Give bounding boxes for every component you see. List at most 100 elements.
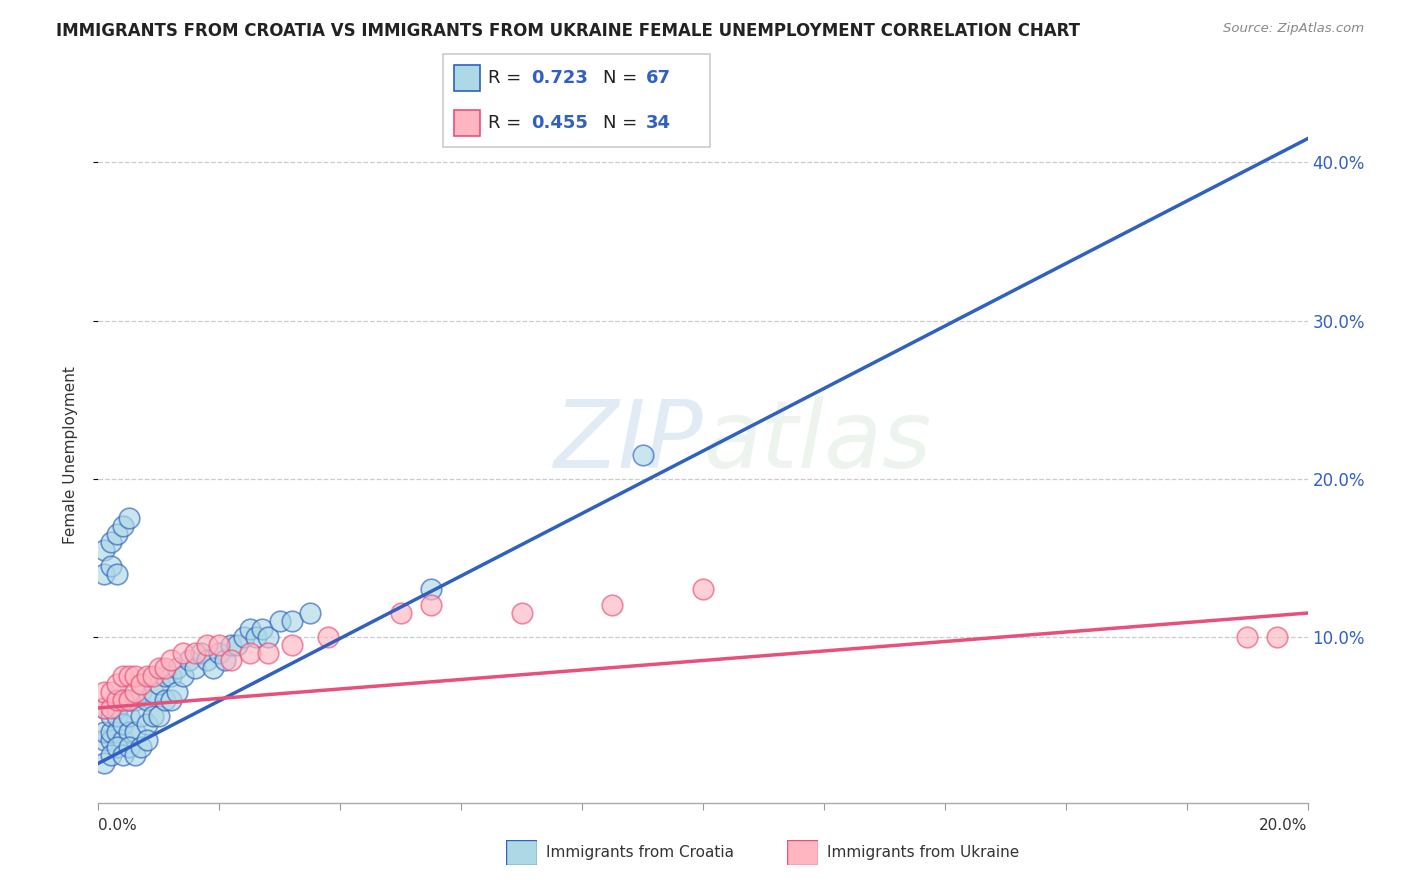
Point [105,708,128,723]
FancyBboxPatch shape [787,840,818,865]
Point [208,638,231,652]
Point [1267,630,1289,644]
Text: 67: 67 [645,69,671,87]
Point [153,669,176,683]
Text: 0.0%: 0.0% [98,818,138,832]
Point [232,630,254,644]
Point [100,732,122,747]
Point [118,740,141,755]
Point [93,724,115,739]
Point [105,701,128,715]
Point [245,630,267,644]
Point [129,708,152,723]
Point [111,693,134,707]
Point [166,685,188,699]
Point [256,630,278,644]
Point [93,756,115,771]
Text: atlas: atlas [703,395,931,486]
Point [239,646,262,660]
Point [100,701,122,715]
Point [148,677,170,691]
Point [118,693,141,707]
Point [118,693,141,707]
Point [111,748,134,763]
Text: R =: R = [488,114,527,132]
Text: 0.455: 0.455 [531,114,588,132]
Point [129,685,152,699]
Point [124,724,146,739]
Point [195,638,218,652]
Point [124,748,146,763]
Point [105,677,128,691]
Text: Immigrants from Croatia: Immigrants from Croatia [546,846,734,860]
Point [93,701,115,715]
Point [184,646,207,660]
Point [153,693,176,707]
Point [316,630,339,644]
Point [100,748,122,763]
Point [166,661,188,675]
Text: IMMIGRANTS FROM CROATIA VS IMMIGRANTS FROM UKRAINE FEMALE UNEMPLOYMENT CORRELATI: IMMIGRANTS FROM CROATIA VS IMMIGRANTS FR… [56,22,1080,40]
Point [105,527,128,541]
Point [184,661,207,675]
Point [111,716,134,731]
Point [135,732,157,747]
Point [100,685,122,699]
Point [142,669,165,683]
Point [179,653,201,667]
Point [129,740,152,755]
Point [221,653,243,667]
Text: Immigrants from Ukraine: Immigrants from Ukraine [827,846,1019,860]
Point [135,716,157,731]
Point [118,724,141,739]
Point [160,669,183,683]
Point [153,661,176,675]
Text: 34: 34 [645,114,671,132]
Point [105,740,128,755]
Point [111,519,134,533]
Point [160,693,183,707]
Point [420,598,443,612]
Point [250,622,273,636]
Point [239,622,262,636]
Point [93,542,115,557]
Point [281,638,304,652]
Point [111,732,134,747]
Point [118,511,141,525]
Point [124,693,146,707]
Point [148,661,170,675]
Point [202,661,225,675]
Point [100,534,122,549]
Text: ZIP: ZIP [554,395,703,486]
Point [142,708,165,723]
Point [221,638,243,652]
Point [124,669,146,683]
Point [93,701,115,715]
Point [602,598,624,612]
Point [281,614,304,628]
Point [93,566,115,581]
Point [111,693,134,707]
Point [172,669,194,683]
Point [93,732,115,747]
Point [214,653,236,667]
Point [135,669,157,683]
Point [195,653,218,667]
Point [631,448,654,462]
Point [299,606,322,620]
FancyBboxPatch shape [506,840,537,865]
Point [111,669,134,683]
Point [389,606,412,620]
Point [226,638,249,652]
Text: 20.0%: 20.0% [1260,818,1308,832]
Point [190,646,212,660]
Point [118,669,141,683]
Point [135,693,157,707]
Text: R =: R = [488,69,527,87]
Point [692,582,714,597]
Point [256,646,278,660]
Point [105,693,128,707]
Point [100,724,122,739]
Point [100,558,122,573]
Text: Source: ZipAtlas.com: Source: ZipAtlas.com [1223,22,1364,36]
